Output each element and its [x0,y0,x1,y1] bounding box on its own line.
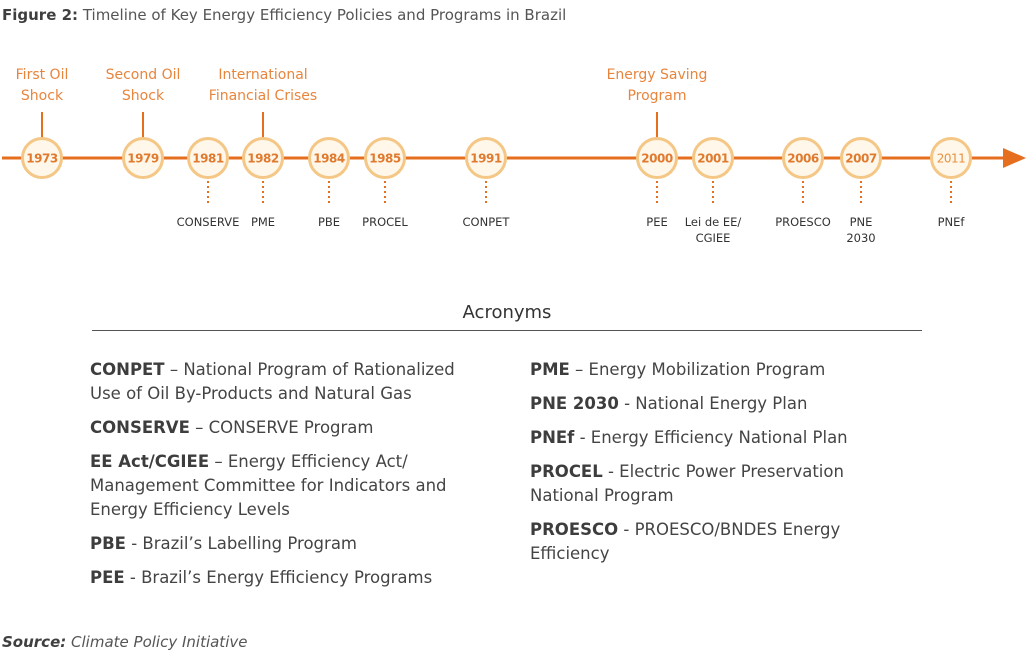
acronym-term: CONSERVE [90,418,190,437]
policy-label: 2030 [846,231,875,245]
acronym-definition: - Brazil’s Energy Efficiency Programs [124,568,433,587]
acronym-term: PBE [90,534,126,553]
year-node [840,137,882,179]
event-label: First Oil [16,67,69,83]
acronym-definition: - National Energy Plan [618,394,808,413]
timeline: First Oil Shock Second Oil Shock Internation… [2,67,1026,245]
year-label: 1979 [127,152,159,166]
acronym-definition: - Electric Power Preservation National P… [530,462,844,505]
acronym-term: EE Act/CGIEE [90,452,210,471]
policy-label: PNE [850,215,873,229]
policy-label: PNEf [938,215,966,229]
event-label: International [218,67,307,83]
year-node [364,137,406,179]
acronym-definition: – CONSERVE Program [189,418,374,437]
year-node [308,137,350,179]
acronym-definition: – Energy Mobilization Program [569,360,826,379]
acronym-entry: PROESCO - PROESCO/BNDES Energy Efficienc… [530,518,910,566]
year-node [122,137,164,179]
acronyms-divider [92,330,922,331]
policy-label: Lei de EE/ [685,215,742,229]
event-label: Financial Crises [209,88,317,104]
figure-title-text: Timeline of Key Energy Efficiency Polici… [82,6,567,24]
year-label: 1991 [470,152,502,166]
figure-label: Figure 2: [2,6,79,24]
year-label: 2007 [845,152,877,166]
acronym-entry: CONPET – National Program of Rationalize… [90,358,490,406]
acronym-definition: - Energy Efficiency National Plan [574,428,848,447]
year-label: 1984 [313,152,345,166]
year-label: 2001 [697,152,729,166]
year-node [636,137,678,179]
acronym-definition: - Brazil’s Labelling Program [125,534,358,553]
timeline-events: First Oil Shock Second Oil Shock Internation… [16,67,708,138]
acronym-entry: CONSERVE – CONSERVE Program [90,416,490,440]
year-label: 1981 [192,152,224,166]
acronym-entry: PEE - Brazil’s Energy Efficiency Program… [90,566,490,590]
acronym-definition: - PROESCO/BNDES Energy Efficiency [530,520,841,563]
acronym-entry: PBE - Brazil’s Labelling Program [90,532,490,556]
timeline-arrowhead [1003,148,1026,168]
year-label: 1982 [247,152,279,166]
event-label: Program [627,88,686,104]
acronym-entry: PNE 2030 - National Energy Plan [530,392,910,416]
year-node [21,137,63,179]
acronym-entry: PME – Energy Mobilization Program [530,358,910,382]
acronyms-left-column: CONPET – National Program of Rationalize… [90,358,490,600]
source-text: Climate Policy Initiative [71,633,248,651]
acronym-term: PROCEL [530,462,603,481]
policy-label: CGIEE [696,231,731,245]
year-label: 1973 [26,152,58,166]
acronym-term: PEE [90,568,125,587]
acronym-entry: PNEf - Energy Efficiency National Plan [530,426,910,450]
policy-label: PROESCO [775,215,831,229]
policy-label: PROCEL [362,215,408,229]
timeline-year-nodes: 1973 1979 1981 1982 1984 1985 1991 2000 2001 2006… [21,137,972,179]
year-node [242,137,284,179]
acronyms-heading: Acronyms [462,302,552,323]
event-label: Energy Saving [607,67,708,83]
year-label: 2006 [787,152,819,166]
acronym-definition: – National Program of Rationalized Use o… [90,360,455,403]
policy-label: PME [251,215,275,229]
year-node [692,137,734,179]
source-note: Source: Climate Policy Initiative [2,633,247,651]
policy-label: CONSERVE [177,215,240,229]
event-label: Second Oil [106,67,181,83]
figure-title: Figure 2: Timeline of Key Energy Efficie… [2,6,566,24]
year-label: 1985 [369,152,401,166]
event-label: Shock [122,88,165,104]
year-label: 2000 [641,152,673,166]
policy-label: PBE [318,215,340,229]
acronyms-right-column: PME – Energy Mobilization Program PNE 203… [530,358,910,576]
year-node [930,137,972,179]
year-node [465,137,507,179]
timeline-policies: CONSERVE PME PBE PROCEL CONPET PEE Lei de EE/C… [177,181,966,245]
year-label: 2011 [937,152,966,166]
acronym-term: PROESCO [530,520,619,539]
source-label: Source: [2,633,67,651]
acronym-term: CONPET [90,360,165,379]
acronym-entry: PROCEL - Electric Power Preservation Nat… [530,460,910,508]
year-node [782,137,824,179]
event-label: Shock [21,88,64,104]
policy-label: CONPET [463,215,511,229]
year-node [187,137,229,179]
policy-label: PEE [646,215,667,229]
acronym-entry: EE Act/CGIEE – Energy Efficiency Act/ Ma… [90,450,490,522]
acronym-term: PME [530,360,570,379]
acronym-term: PNEf [530,428,575,447]
acronym-definition: – Energy Efficiency Act/ Management Comm… [90,452,447,519]
acronym-term: PNE 2030 [530,394,619,413]
